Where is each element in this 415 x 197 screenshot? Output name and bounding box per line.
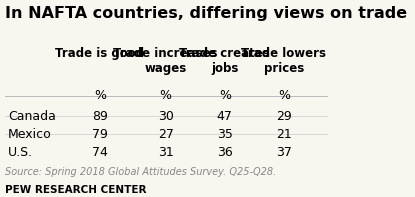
- Text: 21: 21: [276, 128, 292, 141]
- Text: PEW RESEARCH CENTER: PEW RESEARCH CENTER: [5, 185, 146, 195]
- Text: 89: 89: [92, 110, 108, 123]
- Text: 31: 31: [158, 146, 173, 159]
- Text: Trade is good: Trade is good: [55, 47, 144, 60]
- Text: Trade lowers
prices: Trade lowers prices: [242, 47, 327, 75]
- Text: 79: 79: [92, 128, 108, 141]
- Text: In NAFTA countries, differing views on trade: In NAFTA countries, differing views on t…: [5, 6, 407, 21]
- Text: Source: Spring 2018 Global Attitudes Survey. Q25-Q28.: Source: Spring 2018 Global Attitudes Sur…: [5, 167, 276, 177]
- Text: 74: 74: [92, 146, 108, 159]
- Text: 37: 37: [276, 146, 292, 159]
- Text: Canada: Canada: [8, 110, 56, 123]
- Text: %: %: [278, 89, 290, 102]
- Text: Mexico: Mexico: [8, 128, 52, 141]
- Text: Trade increases
wages: Trade increases wages: [113, 47, 218, 75]
- Text: U.S.: U.S.: [8, 146, 33, 159]
- Text: 30: 30: [158, 110, 173, 123]
- Text: %: %: [160, 89, 172, 102]
- Text: %: %: [94, 89, 106, 102]
- Text: 47: 47: [217, 110, 233, 123]
- Text: %: %: [219, 89, 231, 102]
- Text: 35: 35: [217, 128, 233, 141]
- Text: 36: 36: [217, 146, 233, 159]
- Text: 27: 27: [158, 128, 173, 141]
- Text: Trade creates
jobs: Trade creates jobs: [179, 47, 270, 75]
- Text: 29: 29: [276, 110, 292, 123]
